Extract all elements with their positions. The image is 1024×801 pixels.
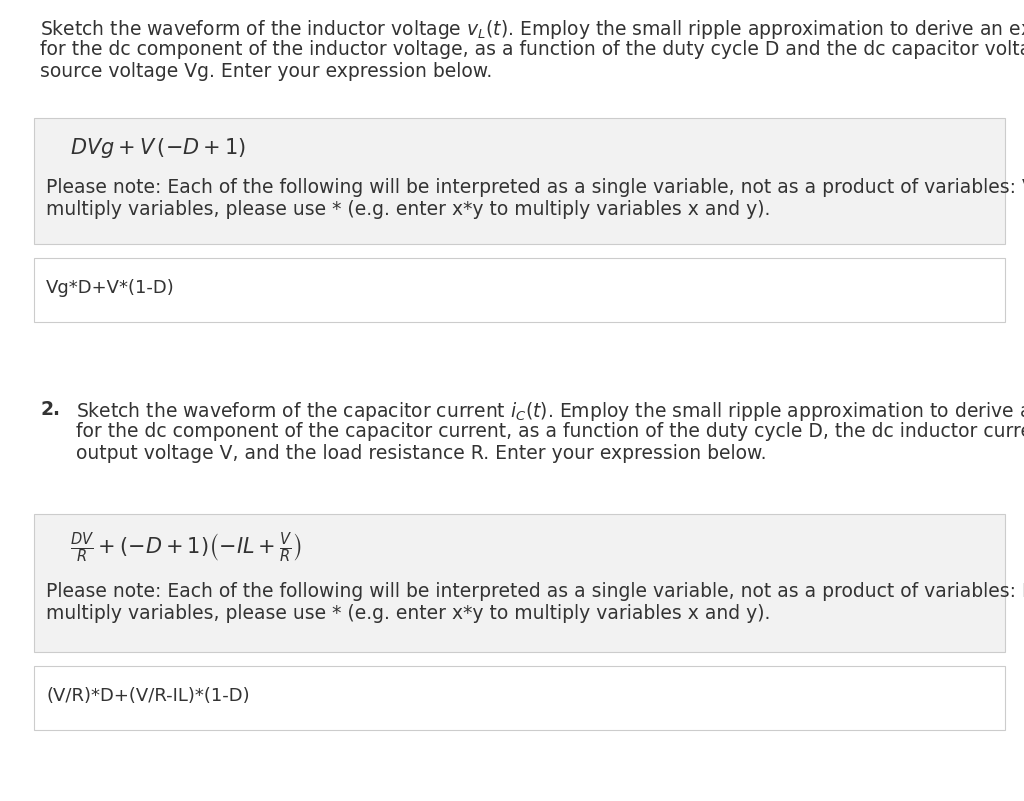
Bar	[34, 514, 1005, 652]
Text: 2.: 2.	[40, 400, 60, 419]
Text: Sketch the waveform of the inductor voltage $v_L(t)$. Employ the small ripple ap: Sketch the waveform of the inductor volt…	[40, 18, 1024, 41]
Text: $DVg + V\,(-D+1)$: $DVg + V\,(-D+1)$	[70, 136, 246, 160]
Text: for the dc component of the capacitor current, as a function of the duty cycle D: for the dc component of the capacitor cu…	[76, 422, 1024, 441]
Text: Please note: Each of the following will be interpreted as a single variable, not: Please note: Each of the following will …	[46, 582, 1024, 601]
Text: Please note: Each of the following will be interpreted as a single variable, not: Please note: Each of the following will …	[46, 178, 1024, 197]
Text: multiply variables, please use * (e.g. enter x*y to multiply variables x and y).: multiply variables, please use * (e.g. e…	[46, 200, 770, 219]
Text: Sketch the waveform of the capacitor current $i_C(t)$. Employ the small ripple a: Sketch the waveform of the capacitor cur…	[76, 400, 1024, 423]
Text: (V/R)*D+(V/R-IL)*(1-D): (V/R)*D+(V/R-IL)*(1-D)	[46, 687, 250, 705]
Text: multiply variables, please use * (e.g. enter x*y to multiply variables x and y).: multiply variables, please use * (e.g. e…	[46, 604, 770, 623]
Bar	[34, 258, 1005, 322]
Text: source voltage Vg. Enter your expression below.: source voltage Vg. Enter your expression…	[40, 62, 493, 81]
Text: $\frac{DV}{R} + (-D+1)\left(-IL+\frac{V}{R}\right)$: $\frac{DV}{R} + (-D+1)\left(-IL+\frac{V}…	[70, 530, 302, 565]
Text: Vg*D+V*(1-D): Vg*D+V*(1-D)	[46, 279, 175, 297]
Text: for the dc component of the inductor voltage, as a function of the duty cycle D : for the dc component of the inductor vol…	[40, 40, 1024, 59]
Bar	[34, 118, 1005, 244]
Text: output voltage V, and the load resistance R. Enter your expression below.: output voltage V, and the load resistanc…	[76, 444, 767, 463]
Bar	[34, 666, 1005, 730]
